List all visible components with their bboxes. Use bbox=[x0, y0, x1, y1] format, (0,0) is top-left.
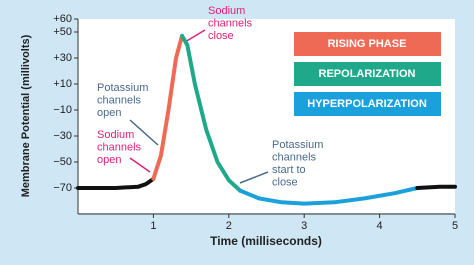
legend-label: RISING PHASE bbox=[328, 38, 407, 50]
arrow bbox=[184, 29, 206, 43]
y-tick-label: −70 bbox=[53, 182, 72, 194]
x-tick-label: 2 bbox=[226, 220, 232, 232]
annotation: Potassium bbox=[272, 139, 323, 151]
annotation: channels bbox=[272, 151, 317, 163]
y-tick-label: +10 bbox=[53, 78, 72, 90]
x-axis-label: Time (milliseconds) bbox=[210, 234, 322, 248]
arrow bbox=[129, 119, 159, 146]
y-tick-label: +30 bbox=[53, 52, 72, 64]
x-tick-label: 3 bbox=[301, 220, 307, 232]
annotation: Sodium bbox=[97, 129, 134, 141]
y-tick-label: −50 bbox=[53, 156, 72, 168]
arrows bbox=[129, 29, 269, 184]
line-segment bbox=[151, 33, 185, 181]
annotation: channels bbox=[97, 141, 142, 153]
legend-label: REPOLARIZATION bbox=[319, 68, 416, 80]
y-tick-label: +50 bbox=[53, 26, 72, 38]
annotation: close bbox=[272, 176, 298, 188]
x-tick-label: 4 bbox=[377, 220, 383, 232]
x-tick-label: 5 bbox=[452, 220, 458, 232]
annotation: channels bbox=[97, 94, 142, 106]
line-segment bbox=[76, 176, 156, 190]
y-tick-label: +60 bbox=[53, 13, 72, 25]
line-segment bbox=[415, 184, 457, 190]
line-segment bbox=[180, 33, 243, 193]
arrow bbox=[239, 171, 269, 184]
annotation: Potassium bbox=[97, 82, 148, 94]
annotation: open bbox=[97, 107, 121, 119]
annotation: open bbox=[97, 154, 121, 166]
y-tick-label: −30 bbox=[53, 130, 72, 142]
annotation: channels bbox=[208, 17, 253, 29]
annotation: Sodium bbox=[208, 5, 245, 17]
y-tick-label: −10 bbox=[53, 104, 72, 116]
legend-swatch bbox=[294, 32, 441, 56]
annotation: close bbox=[208, 30, 234, 42]
annotation: start to bbox=[272, 164, 306, 176]
legend-label: HYPERPOLARIZATION bbox=[307, 98, 427, 110]
x-tick-label: 1 bbox=[150, 220, 156, 232]
y-axis-label: Membrane Potential (millivolts) bbox=[20, 34, 32, 197]
line-segment bbox=[238, 186, 420, 206]
legend-swatch bbox=[294, 92, 441, 116]
legend-swatch bbox=[294, 62, 441, 86]
arrow bbox=[129, 157, 151, 173]
